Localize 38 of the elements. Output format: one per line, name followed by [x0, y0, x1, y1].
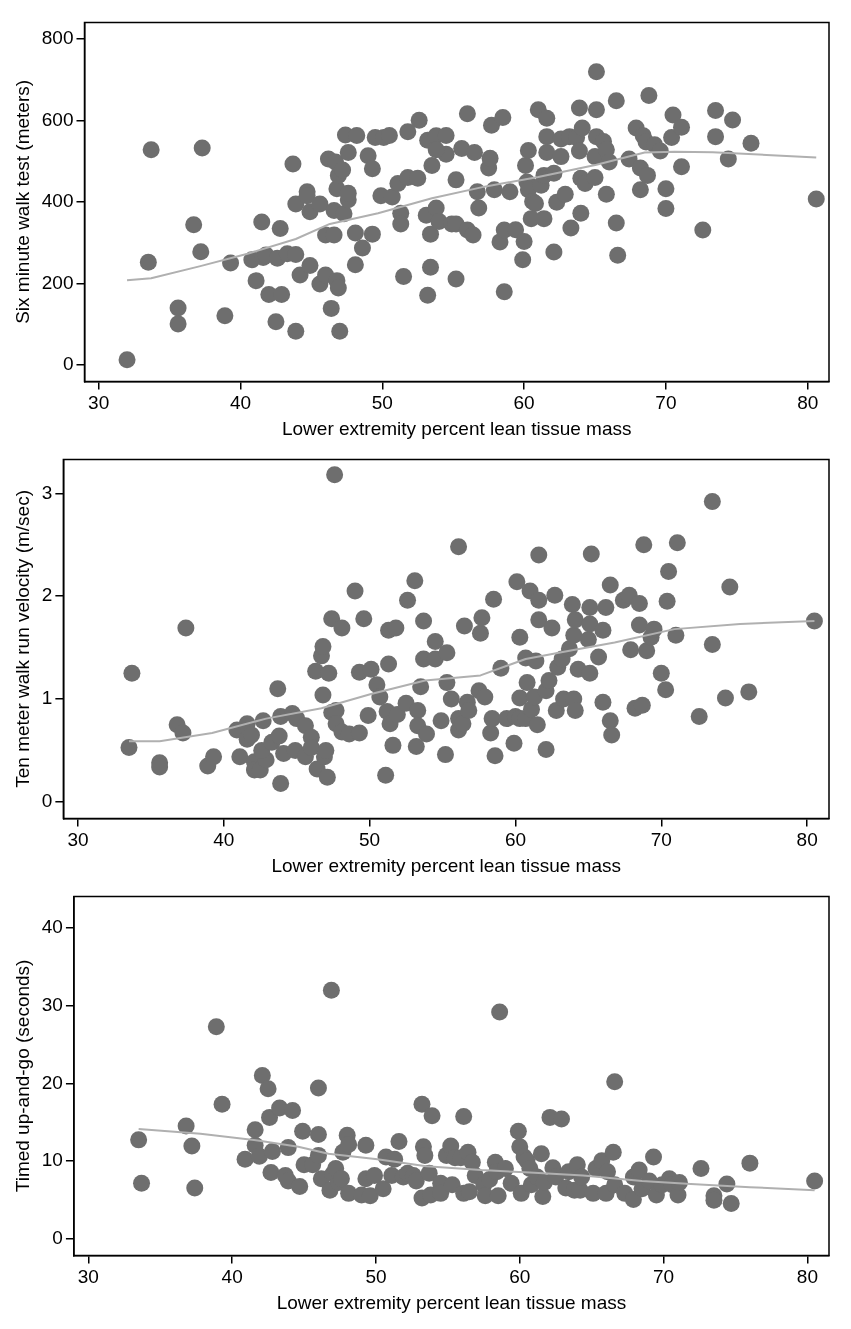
y-tick-label: 200	[41, 271, 74, 293]
x-axis-title: Lower extremity percent lean tissue mass	[276, 1291, 627, 1313]
y-tick-label: 400	[41, 190, 74, 212]
y-axis-title: Timed up-and-go (seconds)	[11, 959, 33, 1193]
y-tick-label: 40	[41, 916, 63, 938]
x-axis-title: Lower extremity percent lean tissue mass	[271, 854, 621, 876]
x-tick-label: 80	[797, 392, 819, 414]
x-tick-label: 70	[653, 1266, 675, 1288]
y-tick-label: 1	[41, 687, 53, 709]
y-tick-label: 2	[41, 584, 53, 606]
y-tick-label: 600	[41, 108, 74, 130]
y-tick-label: 30	[41, 993, 63, 1015]
x-tick-label: 50	[359, 829, 381, 851]
x-tick-label: 30	[67, 829, 89, 851]
y-tick-label: 0	[41, 790, 53, 812]
y-tick-label: 0	[62, 353, 74, 375]
y-tick-label: 800	[41, 26, 74, 48]
x-tick-label: 50	[371, 392, 393, 414]
y-tick-label: 20	[41, 1071, 63, 1093]
x-axis-title: Lower extremity percent lean tissue mass	[281, 417, 632, 439]
y-tick-label: 3	[41, 481, 53, 503]
x-tick-label: 80	[796, 1266, 818, 1288]
x-tick-label: 70	[650, 829, 672, 851]
x-tick-label: 60	[504, 829, 527, 851]
x-tick-label: 80	[796, 829, 818, 851]
x-tick-label: 40	[229, 392, 252, 414]
x-tick-label: 30	[88, 392, 110, 414]
y-axis-title: Six minute walk test (meters)	[11, 79, 33, 324]
x-tick-label: 70	[655, 392, 677, 414]
x-tick-label: 40	[213, 829, 235, 851]
y-tick-label: 0	[52, 1226, 63, 1248]
x-tick-label: 60	[509, 1266, 531, 1288]
y-tick-label: 10	[41, 1149, 63, 1171]
x-tick-label: 60	[513, 392, 535, 414]
x-tick-label: 40	[221, 1266, 243, 1288]
x-tick-label: 30	[77, 1266, 99, 1288]
x-tick-label: 50	[365, 1266, 387, 1288]
y-axis-title: Ten meter walk run velocity (m/sec)	[11, 490, 33, 788]
